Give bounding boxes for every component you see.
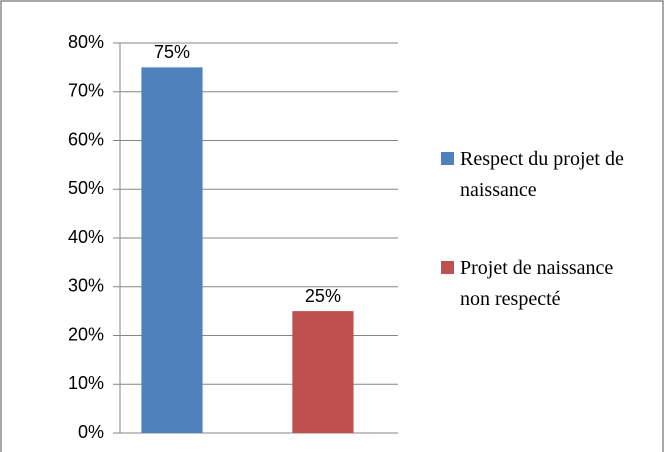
data-label: 75%	[154, 42, 190, 62]
y-tick-label: 60%	[68, 129, 104, 149]
y-tick-label: 40%	[68, 227, 104, 247]
y-tick-label: 30%	[68, 276, 104, 296]
legend-label: Respect du projet de naissance	[460, 148, 624, 201]
y-tick-label: 20%	[68, 324, 104, 344]
y-tick-label: 70%	[68, 81, 104, 101]
legend-swatch	[441, 152, 454, 165]
y-tick-label: 0%	[78, 422, 104, 442]
legend-item: Respect du projet de naissance	[441, 144, 646, 206]
legend-label: Projet de naissance non respecté	[460, 257, 614, 310]
data-label: 25%	[305, 286, 341, 306]
bar	[141, 67, 203, 433]
legend-swatch	[441, 261, 454, 274]
y-tick-label: 80%	[68, 32, 104, 52]
y-tick-label: 50%	[68, 178, 104, 198]
legend-item: Projet de naissance non respecté	[441, 253, 646, 315]
y-tick-label: 10%	[68, 373, 104, 393]
bar	[292, 311, 354, 433]
